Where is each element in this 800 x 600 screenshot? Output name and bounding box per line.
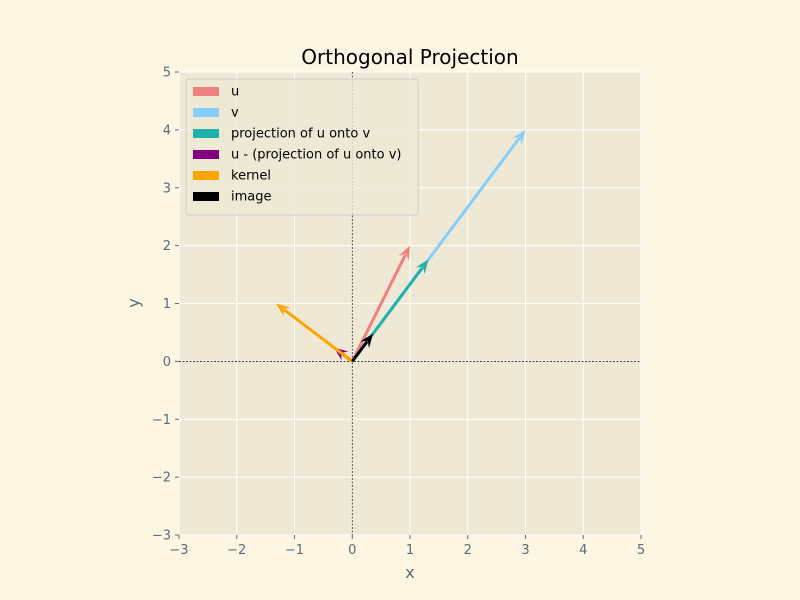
vector-head	[512, 129, 526, 145]
vector-shaft	[283, 308, 354, 363]
legend-swatch	[193, 129, 219, 138]
legend-item: projection of u onto v	[193, 127, 370, 142]
y-ticks: −3 −2 −1 0 1 2 3 4 5	[152, 66, 179, 544]
legend-swatch	[193, 192, 219, 201]
legend-label: v	[231, 106, 239, 121]
vector-arrow-4	[276, 303, 354, 363]
vector-shaft	[351, 340, 369, 363]
legend-label: image	[231, 190, 272, 205]
legend-label: u - (projection of u onto v)	[231, 148, 402, 163]
legend-item: u - (projection of u onto v)	[193, 148, 402, 163]
x-tick-label: −2	[227, 543, 246, 558]
x-tick-label: 4	[579, 543, 587, 558]
legend-swatch	[193, 108, 219, 117]
x-ticks: −3 −2 −1 0 1 2 3 4 5	[169, 535, 645, 558]
y-tick-label: 3	[163, 181, 171, 196]
legend: uv projection of u onto v u - (projection …	[185, 78, 419, 216]
legend-item: u	[193, 85, 239, 100]
vector-shaft	[350, 253, 407, 363]
y-tick-label: 1	[163, 297, 171, 312]
vector-head	[276, 303, 291, 317]
vector-arrow-0	[350, 245, 410, 363]
x-tick-label: 5	[637, 543, 645, 558]
x-tick-label: 2	[464, 543, 472, 558]
vector-head	[398, 245, 410, 261]
y-tick-label: −1	[152, 413, 171, 428]
legend-label: projection of u onto v	[231, 127, 370, 142]
legend-swatch	[193, 171, 219, 180]
legend-label: kernel	[231, 169, 271, 184]
legend-swatch	[193, 87, 219, 96]
y-tick-label: 0	[163, 355, 171, 370]
x-tick-label: 0	[348, 543, 356, 558]
legend-swatch	[193, 150, 219, 159]
x-tick-label: −3	[169, 543, 188, 558]
vector-head	[360, 333, 374, 349]
y-axis-label: y	[124, 298, 143, 307]
y-tick-label: 4	[163, 123, 171, 138]
legend-item: kernel	[193, 169, 271, 184]
x-tick-label: −1	[285, 543, 304, 558]
legend-item: v	[193, 106, 239, 121]
legend-item: image	[193, 190, 272, 205]
chart-title: Orthogonal Projection	[301, 45, 518, 69]
y-tick-label: −3	[152, 529, 171, 544]
x-tick-label: 1	[406, 543, 414, 558]
x-tick-label: 3	[521, 543, 529, 558]
vector-head	[415, 259, 429, 275]
legend-box	[185, 78, 419, 216]
x-axis-label: x	[405, 563, 414, 582]
y-tick-label: 5	[163, 66, 171, 81]
y-tick-label: −2	[152, 471, 171, 486]
legend-label: u	[231, 85, 239, 100]
vector-arrow-5	[351, 333, 374, 363]
y-tick-label: 2	[163, 239, 171, 254]
vector-arrows	[276, 129, 526, 363]
